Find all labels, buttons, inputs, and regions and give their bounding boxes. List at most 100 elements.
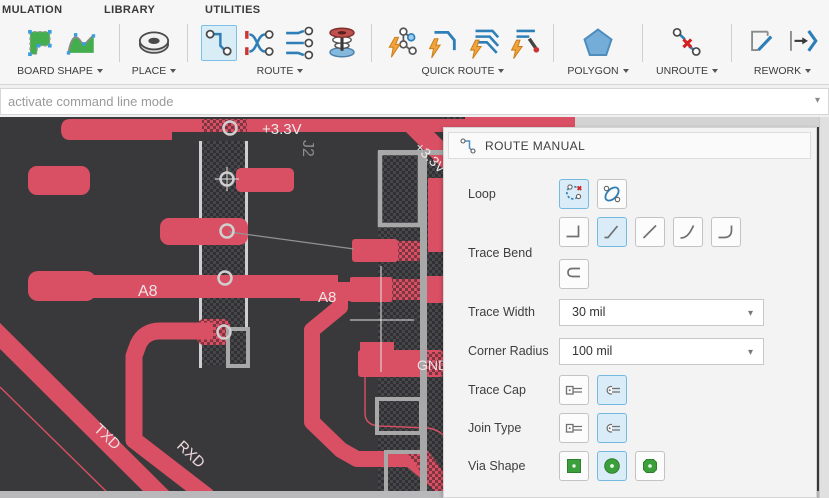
- airwire: [228, 231, 355, 250]
- trace-width-label: Trace Width: [468, 305, 535, 319]
- panel-header[interactable]: ROUTE MANUAL: [448, 132, 811, 159]
- route-differential-icon[interactable]: [242, 25, 278, 61]
- group-rework: REWORK: [736, 20, 829, 80]
- unroute-menu[interactable]: UNROUTE: [647, 65, 727, 77]
- trace-width-dropdown[interactable]: 30 mil ▾: [559, 299, 764, 326]
- toolbar-divider: [119, 24, 120, 62]
- bend-curve-45-button[interactable]: [673, 217, 703, 247]
- pad: [236, 168, 294, 192]
- route-manual-icon[interactable]: [200, 25, 237, 61]
- toolbar-divider: [731, 24, 732, 62]
- loop-label: Loop: [468, 187, 496, 201]
- vertical-scrollbar[interactable]: [819, 117, 829, 498]
- net-label-gnd: GND: [417, 357, 448, 373]
- quick-route-multi-icon[interactable]: [466, 25, 502, 61]
- trace-cap-round-button[interactable]: [597, 375, 627, 405]
- join-type-label: Join Type: [468, 421, 522, 435]
- unroute-icon[interactable]: [669, 25, 705, 61]
- dropdown-caret-icon: [805, 69, 812, 74]
- toolbar: MULATION LIBRARY UTILITIES: [0, 0, 829, 85]
- group-place: PLACE: [124, 20, 184, 80]
- trace-cap-label: Trace Cap: [468, 383, 526, 397]
- via-square-button[interactable]: [559, 451, 589, 481]
- quick-route-fanout-icon[interactable]: [384, 25, 420, 61]
- group-board-shape: BOARD SHAPE: [6, 20, 114, 80]
- trace-width-value: 30 mil: [572, 305, 606, 319]
- horizontal-scrollbar[interactable]: [0, 491, 829, 498]
- via-octagon-button[interactable]: [635, 451, 665, 481]
- bend-45-button[interactable]: [597, 217, 627, 247]
- pad-a8: [28, 271, 96, 301]
- net-label-a8: A8: [138, 283, 158, 300]
- trace-rxd: [125, 322, 214, 498]
- polygon-menu[interactable]: POLYGON: [558, 65, 638, 77]
- dropdown-caret-icon: [297, 69, 304, 74]
- route-manual-icon: [459, 137, 477, 155]
- command-bar: ▾: [0, 85, 829, 117]
- board-outline-icon[interactable]: [22, 25, 58, 61]
- toolbar-divider: [642, 24, 643, 62]
- tab-simulation[interactable]: MULATION: [2, 4, 63, 16]
- trace-bend-label: Trace Bend: [468, 246, 533, 260]
- group-quick-route: QUICK ROUTE: [376, 20, 550, 80]
- group-route: ROUTE: [192, 20, 368, 80]
- net-label-3v3: +3.3V: [262, 121, 302, 138]
- pad: [352, 239, 398, 262]
- dropdown-caret-icon: [170, 69, 177, 74]
- tab-utilities[interactable]: UTILITIES: [205, 4, 261, 16]
- route-multi-icon[interactable]: [283, 25, 319, 61]
- place-component-icon[interactable]: [136, 25, 172, 61]
- group-polygon: POLYGON: [558, 20, 638, 80]
- command-line-input[interactable]: [0, 88, 829, 115]
- trace-txd: [0, 323, 176, 498]
- dropdown-caret-icon: [498, 69, 505, 74]
- command-dropdown-caret-icon[interactable]: ▾: [814, 95, 820, 106]
- dropdown-caret-icon: [622, 69, 629, 74]
- bend-curve-90-button[interactable]: [711, 217, 741, 247]
- tab-library[interactable]: LIBRARY: [104, 4, 156, 16]
- trace-3v3: [61, 119, 575, 140]
- pad: [28, 166, 90, 195]
- ref-label-j2: J2: [299, 140, 316, 157]
- route-menu[interactable]: ROUTE: [192, 65, 368, 77]
- pad: [160, 218, 248, 245]
- quick-route-single-icon[interactable]: [425, 25, 461, 61]
- via-round-button[interactable]: [597, 451, 627, 481]
- toolbar-divider: [371, 24, 372, 62]
- bend-s-curve-button[interactable]: [559, 259, 589, 289]
- toolbar-divider: [187, 24, 188, 62]
- bend-straight-button[interactable]: [635, 217, 665, 247]
- quick-route-menu[interactable]: QUICK ROUTE: [376, 65, 550, 77]
- group-unroute: UNROUTE: [647, 20, 727, 80]
- route-manual-panel: ROUTE MANUAL Loop Trace Bend: [443, 127, 817, 498]
- place-menu[interactable]: PLACE: [124, 65, 184, 77]
- board-shape-menu[interactable]: BOARD SHAPE: [6, 65, 114, 77]
- bend-90-button[interactable]: [559, 217, 589, 247]
- dropdown-caret-icon: ▾: [747, 347, 753, 358]
- trace-a8: [90, 275, 338, 298]
- rework-move-icon[interactable]: [785, 25, 821, 61]
- rework-menu[interactable]: REWORK: [736, 65, 829, 77]
- trace-detour: [304, 295, 458, 498]
- loop-remove-button[interactable]: [559, 179, 589, 209]
- corner-radius-dropdown[interactable]: 100 mil ▾: [559, 338, 764, 365]
- rework-corner-icon[interactable]: [744, 25, 780, 61]
- via-stack-icon[interactable]: [324, 25, 360, 61]
- dropdown-caret-icon: [711, 69, 718, 74]
- board-spline-icon[interactable]: [63, 25, 99, 61]
- loop-allow-button[interactable]: [597, 179, 627, 209]
- trace-cap-square-button[interactable]: [559, 375, 589, 405]
- join-type-round-button[interactable]: [597, 413, 627, 443]
- dropdown-caret-icon: [96, 69, 103, 74]
- toolbar-divider: [553, 24, 554, 62]
- net-label-a8-2: A8: [318, 289, 336, 306]
- corner-radius-label: Corner Radius: [468, 344, 549, 358]
- panel-title: ROUTE MANUAL: [485, 138, 586, 153]
- connector-silk-line: [199, 141, 202, 368]
- polygon-icon[interactable]: [580, 25, 616, 61]
- quick-route-partial-icon[interactable]: [507, 25, 543, 61]
- corner-radius-value: 100 mil: [572, 344, 613, 358]
- dropdown-caret-icon: ▾: [747, 308, 753, 319]
- join-type-square-button[interactable]: [559, 413, 589, 443]
